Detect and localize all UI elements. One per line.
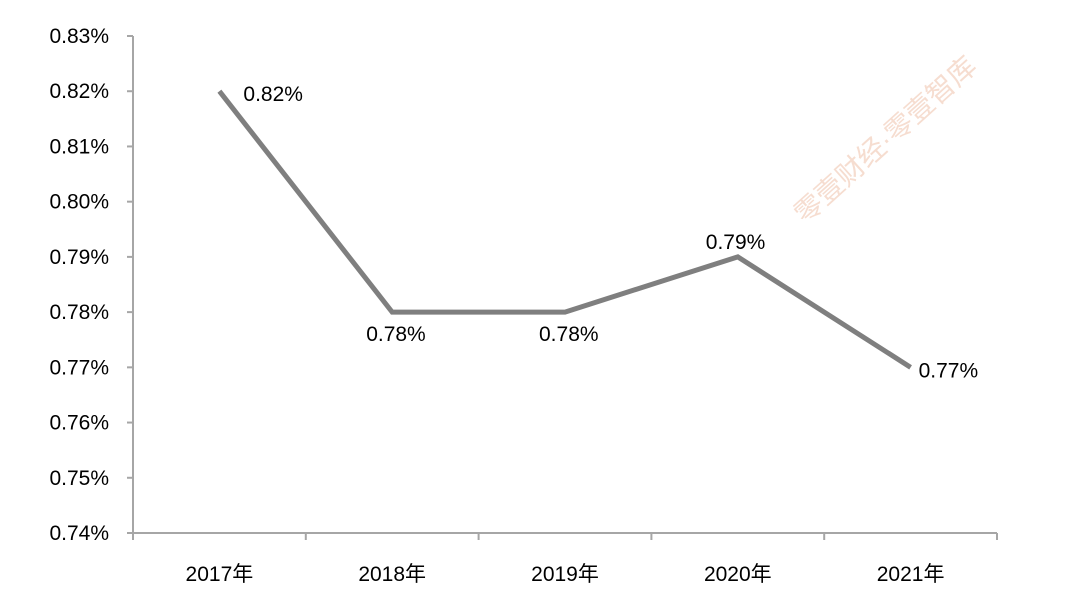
y-tick-label: 0.80% xyxy=(49,191,109,214)
data-label: 0.78% xyxy=(366,323,426,346)
y-tick-label: 0.82% xyxy=(49,80,109,103)
y-tick-label: 0.76% xyxy=(49,412,109,435)
y-tick-label: 0.79% xyxy=(49,246,109,269)
x-tick-label: 2021年 xyxy=(877,563,945,586)
y-tick-label: 0.77% xyxy=(49,356,109,379)
y-tick-label: 0.83% xyxy=(49,25,109,48)
y-tick-label: 0.75% xyxy=(49,467,109,490)
y-tick-label: 0.81% xyxy=(49,135,109,158)
series-line xyxy=(217,89,912,370)
data-label: 0.78% xyxy=(539,323,599,346)
data-label: 0.79% xyxy=(706,231,766,254)
x-tick-label: 2020年 xyxy=(704,563,772,586)
x-tick-label: 2019年 xyxy=(531,563,599,586)
x-tick-label: 2018年 xyxy=(358,563,426,586)
x-tick-label: 2017年 xyxy=(186,563,254,586)
watermark-text: 零壹财经·零壹智库 xyxy=(788,50,982,229)
data-label: 0.77% xyxy=(919,359,979,382)
y-tick-label: 0.78% xyxy=(49,301,109,324)
y-tick-label: 0.74% xyxy=(49,522,109,545)
data-label: 0.82% xyxy=(243,83,303,106)
